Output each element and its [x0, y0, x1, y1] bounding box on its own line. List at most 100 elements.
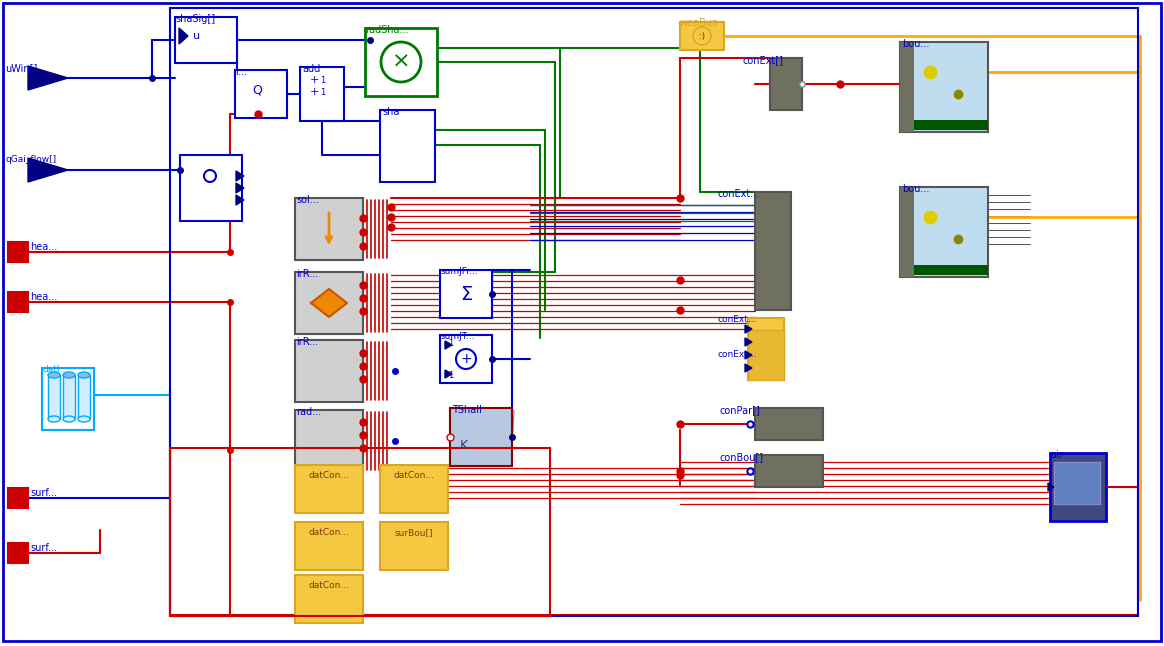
Polygon shape [745, 338, 752, 346]
Bar [379, 110, 435, 182]
Text: datCon...: datCon... [308, 471, 349, 480]
Text: qGai_flow[]: qGai_flow[] [5, 155, 56, 164]
Bar [748, 330, 785, 380]
Circle shape [693, 27, 711, 45]
Text: Q: Q [253, 83, 262, 96]
Text: sha: sha [382, 107, 399, 117]
Ellipse shape [63, 416, 74, 422]
Bar [8, 543, 28, 563]
Polygon shape [445, 370, 452, 378]
Text: +: + [460, 352, 471, 366]
Text: conExt...: conExt... [718, 315, 758, 324]
Bar [294, 575, 363, 623]
Text: irR...: irR... [296, 337, 318, 347]
Bar [755, 192, 792, 310]
Bar [63, 375, 74, 419]
Polygon shape [236, 183, 244, 193]
Bar [900, 187, 914, 277]
Text: sumJFr...: sumJFr... [441, 267, 478, 276]
Polygon shape [179, 28, 189, 44]
Text: r...: r... [235, 67, 247, 77]
Bar [900, 42, 988, 132]
Text: hea...: hea... [30, 292, 57, 302]
Text: irR...: irR... [296, 269, 318, 279]
Polygon shape [745, 364, 752, 372]
Text: radSha...: radSha... [365, 25, 409, 35]
Text: conExt...: conExt... [718, 189, 760, 199]
Bar [365, 28, 436, 96]
Bar [900, 187, 988, 277]
Bar [900, 42, 914, 132]
Text: conBou[]: conBou[] [721, 452, 764, 462]
Text: +: + [310, 75, 319, 85]
Bar [294, 410, 363, 472]
Text: sumJT...: sumJT... [441, 332, 476, 341]
Bar [235, 70, 288, 118]
Text: shaSig[]: shaSig[] [175, 14, 215, 24]
Text: surf...: surf... [30, 488, 57, 498]
Bar [900, 265, 988, 275]
Text: 1: 1 [320, 76, 325, 85]
Text: 1: 1 [448, 339, 453, 348]
Ellipse shape [78, 416, 90, 422]
Bar [900, 120, 988, 130]
Text: add: add [301, 64, 320, 74]
Polygon shape [745, 351, 752, 359]
Polygon shape [1048, 483, 1053, 491]
Text: Σ: Σ [460, 284, 473, 304]
Bar [8, 488, 28, 508]
Ellipse shape [48, 416, 61, 422]
Text: air: air [1050, 450, 1063, 460]
Text: hea...: hea... [30, 242, 57, 252]
Polygon shape [28, 66, 68, 90]
Polygon shape [236, 195, 244, 205]
Bar [379, 522, 448, 570]
Text: +: + [310, 87, 319, 97]
Bar [680, 22, 724, 50]
Bar [440, 270, 492, 318]
Polygon shape [28, 158, 68, 182]
Bar [8, 292, 28, 312]
Polygon shape [445, 341, 452, 349]
Bar [1050, 453, 1106, 521]
Text: weaBus: weaBus [680, 18, 718, 28]
Bar [440, 335, 492, 383]
Ellipse shape [63, 372, 74, 378]
Text: datCon...: datCon... [393, 471, 434, 480]
Bar [771, 58, 802, 110]
Polygon shape [311, 289, 347, 317]
Bar [8, 242, 28, 262]
Bar [78, 375, 90, 419]
Bar [450, 408, 512, 466]
Text: uWin[]: uWin[] [5, 63, 37, 73]
Bar [755, 408, 823, 440]
Bar [170, 448, 551, 616]
Ellipse shape [78, 372, 90, 378]
Bar [379, 465, 448, 513]
Text: 1: 1 [320, 87, 325, 96]
Bar [294, 198, 363, 260]
Text: 1: 1 [448, 371, 453, 379]
Bar [748, 318, 785, 380]
Bar [300, 67, 345, 121]
Bar [48, 375, 61, 419]
Text: rad...: rad... [296, 407, 321, 417]
Text: ×: × [392, 52, 411, 72]
Polygon shape [745, 325, 752, 333]
Text: conExt[]: conExt[] [743, 55, 785, 65]
Bar [180, 155, 242, 221]
Bar [294, 465, 363, 513]
Bar [294, 522, 363, 570]
Text: bou...: bou... [902, 39, 929, 49]
Polygon shape [236, 171, 244, 181]
Text: datl...: datl... [42, 365, 69, 374]
Text: u: u [193, 31, 200, 41]
Bar [755, 455, 823, 487]
Text: TShaIl: TShaIl [452, 405, 482, 415]
Ellipse shape [48, 372, 61, 378]
Text: bou...: bou... [902, 184, 929, 194]
Bar [42, 368, 94, 430]
Bar [170, 8, 1138, 616]
Bar [294, 340, 363, 402]
Bar [294, 272, 363, 334]
